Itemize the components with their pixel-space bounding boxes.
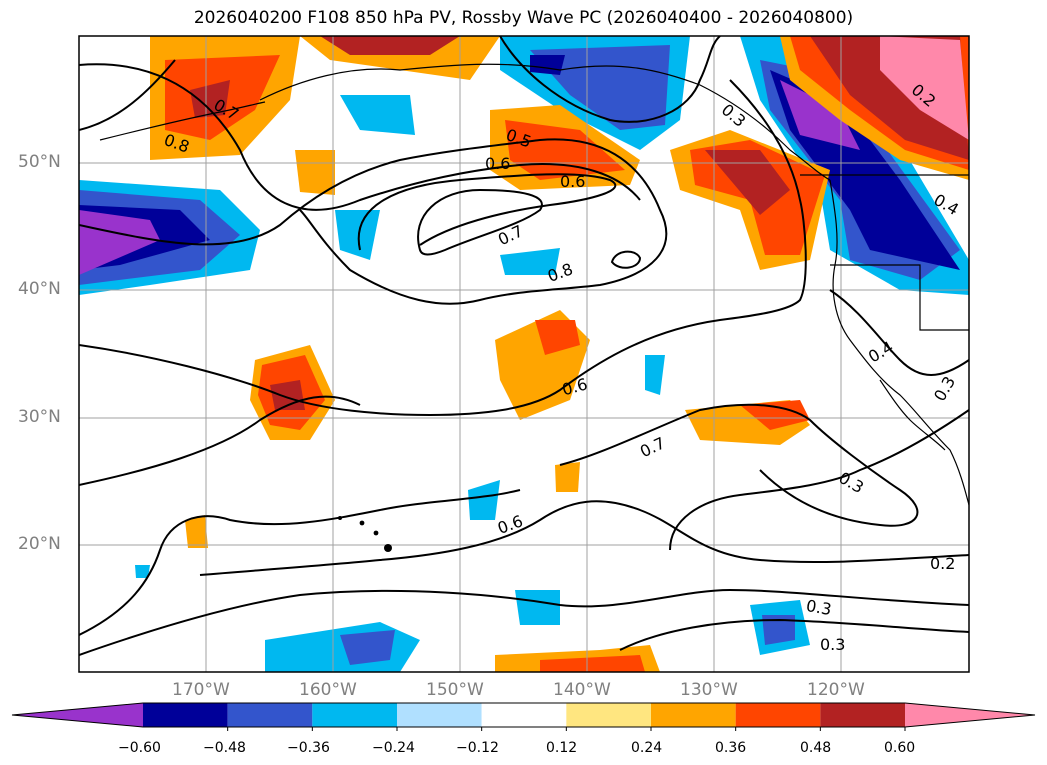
colorbar-segment [651, 703, 736, 727]
aleutian-islands [99, 101, 266, 141]
colorbar-segment [820, 703, 905, 727]
hawaii-islands [338, 516, 392, 552]
baja-california [879, 379, 946, 451]
colorbar [11, 702, 1036, 731]
colorbar-tick-label: −0.12 [456, 740, 499, 756]
lat-label-20n: 20°N [18, 534, 61, 554]
contour-0-2-low [619, 618, 969, 651]
map-frame [78, 35, 970, 673]
contour-0-8 [79, 59, 176, 131]
colorbar-segment [143, 703, 228, 727]
colorbar-tick-label: −0.60 [118, 740, 161, 756]
contour-label: 0.6 [560, 172, 586, 191]
contour-0-3-low [199, 500, 969, 576]
contour-0-6-loop [610, 250, 642, 269]
colorbar-tick-label: −0.48 [203, 740, 246, 756]
contour-0-3-east [829, 289, 969, 376]
contour-0-7 [79, 63, 641, 211]
graticule [79, 36, 969, 672]
map-title: 2026040200 F108 850 hPa PV, Rossby Wave … [193, 8, 854, 28]
lon-label-150w: 150°W [426, 680, 484, 700]
contour-0-8-inner [417, 188, 543, 256]
colorbar-tick-label: 0.60 [884, 740, 916, 756]
lat-label-50n: 50°N [18, 152, 61, 172]
contour-0-4-low [79, 588, 969, 656]
alaska-coast [259, 63, 831, 181]
colorbar-tick-label: −0.24 [372, 740, 415, 756]
lon-label-160w: 160°W [299, 680, 357, 700]
colorbar-segment [735, 703, 821, 727]
colorbar-extend-min [12, 703, 143, 727]
colorbar-tick-label: 0.36 [715, 740, 747, 756]
colorbar-segment [227, 703, 313, 727]
contour-0-5 [499, 36, 721, 123]
lon-label-140w: 140°W [553, 680, 611, 700]
lon-label-170w: 170°W [172, 680, 230, 700]
north-america-west-coast [829, 179, 969, 506]
colorbar-segment [397, 703, 482, 727]
colorbar-outline [11, 702, 1036, 728]
pv-contours [79, 36, 969, 656]
colorbar-segment [312, 703, 397, 727]
contour-0-3-west [79, 395, 361, 486]
colorbar-tick-label: 0.48 [800, 740, 832, 756]
contour-0-2 [669, 409, 969, 551]
pv-positive-anomaly-northwest-deep [190, 80, 230, 118]
coastlines [99, 63, 969, 506]
lat-label-40n: 40°N [18, 279, 61, 299]
us-border [830, 264, 969, 331]
lon-label-130w: 130°W [680, 680, 738, 700]
contour-label: 0.2 [930, 554, 956, 573]
colorbar-tick-label: 0.24 [631, 740, 663, 756]
colorbar-tick-label: −0.36 [287, 740, 330, 756]
contour-0-4 [79, 79, 807, 417]
contour-0-7-inner [357, 173, 617, 251]
lon-label-120w: 120°W [807, 680, 865, 700]
contour-0-3-south [79, 489, 521, 636]
contour-label: 0.6 [485, 154, 511, 173]
colorbar-tick-label: 0.12 [546, 740, 578, 756]
contour-0-3-mid [559, 403, 919, 527]
lat-label-30n: 30°N [18, 407, 61, 427]
colorbar-extend-max [905, 703, 1035, 727]
colorbar-segment [566, 703, 651, 727]
contour-label: 0.3 [820, 635, 846, 654]
colorbar-segment [481, 703, 567, 727]
contour-0-6-outer [79, 138, 668, 305]
